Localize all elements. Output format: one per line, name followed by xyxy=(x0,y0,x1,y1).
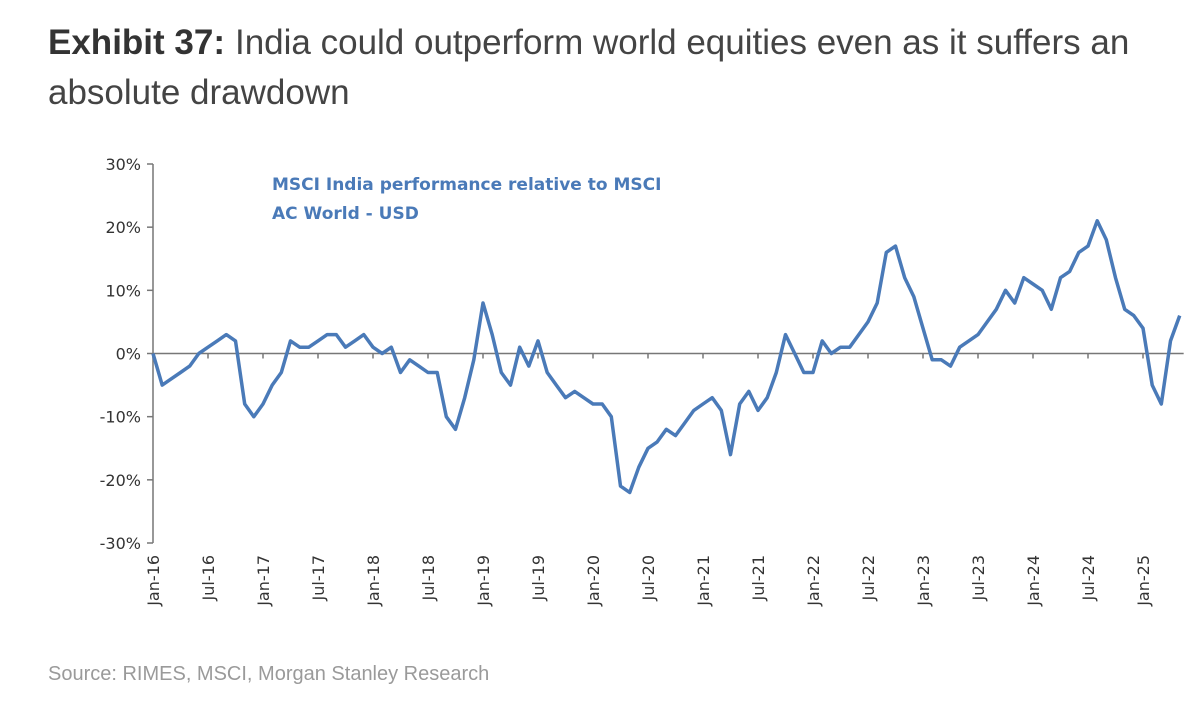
x-tick-label: Jul-24 xyxy=(1079,555,1098,601)
y-tick-label: 10% xyxy=(105,281,141,300)
annotation-line-2: AC World - USD xyxy=(272,204,419,224)
y-tick-label: -10% xyxy=(100,408,141,427)
x-tick-label: Jul-23 xyxy=(969,555,988,601)
x-tick-label: Jul-21 xyxy=(749,555,768,601)
title-text: India could outperform world equities ev… xyxy=(48,23,1130,112)
x-tick-label: Jul-17 xyxy=(309,555,328,601)
y-tick-label: 30% xyxy=(105,155,141,174)
x-tick-label: Jan-25 xyxy=(1134,555,1153,607)
x-tick-label: Jan-24 xyxy=(1024,555,1043,607)
x-tick-label: Jan-16 xyxy=(144,555,163,607)
x-tick-label: Jan-23 xyxy=(914,555,933,607)
exhibit-label: Exhibit 37: xyxy=(48,23,225,62)
y-tick-label: 20% xyxy=(105,218,141,237)
x-tick-label: Jul-20 xyxy=(639,555,658,601)
y-tick-label: -30% xyxy=(100,534,141,553)
x-tick-label: Jan-20 xyxy=(584,555,603,607)
x-tick-label: Jul-19 xyxy=(529,555,548,601)
x-tick-label: Jan-19 xyxy=(474,555,493,607)
x-tick-label: Jan-18 xyxy=(364,555,383,607)
source-note: Source: RIMES, MSCI, Morgan Stanley Rese… xyxy=(48,663,490,685)
y-tick-label: -20% xyxy=(100,471,141,490)
x-tick-label: Jul-16 xyxy=(199,555,218,601)
x-tick-label: Jan-22 xyxy=(804,555,823,607)
series-line xyxy=(151,219,1182,495)
y-tick-label: 0% xyxy=(116,345,141,364)
x-tick-label: Jul-18 xyxy=(419,555,438,601)
x-tick-label: Jan-21 xyxy=(694,555,713,607)
x-tick-label: Jul-22 xyxy=(859,555,878,601)
x-tick-label: Jan-17 xyxy=(254,555,273,607)
annotation-line-1: MSCI India performance relative to MSCI xyxy=(272,175,661,195)
chart-title: Exhibit 37: India could outperform world … xyxy=(48,18,1168,118)
